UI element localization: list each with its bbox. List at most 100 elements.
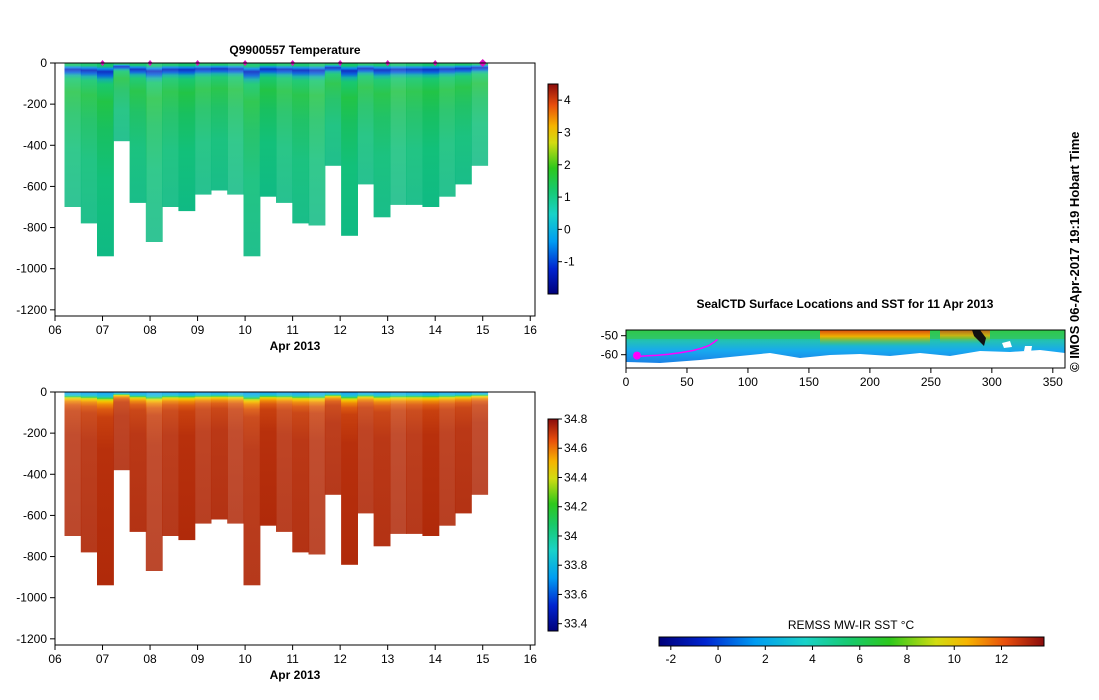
profile-cell (438, 63, 456, 197)
temperature-panel: Q9900557 Temperature 0 -200 -400 -600 -800 -1… (16, 43, 575, 353)
y-tick-label: -800 (23, 221, 47, 235)
colorbar-tick-label: 34 (564, 529, 578, 543)
profile-cell (97, 63, 114, 257)
colorbar-tick-label: 4 (809, 652, 816, 666)
profile-cell (438, 392, 456, 526)
profile-cell (113, 63, 131, 142)
profile-cell (292, 392, 310, 553)
colorbar-tick-label: 3 (564, 125, 571, 139)
x-tick-label: 11 (286, 652, 299, 666)
sst-colorbar-label: REMSS MW-IR SST °C (788, 618, 915, 632)
x-tick-label: 13 (381, 323, 395, 337)
temperature-plot-frame (54, 62, 536, 317)
y-tick-label: -600 (23, 179, 47, 193)
y-tick-label: -200 (23, 97, 47, 111)
temperature-title: Q9900557 Temperature (229, 43, 361, 57)
y-tick-label: -400 (23, 467, 47, 481)
profile-cell (129, 392, 147, 532)
x-tick-label: 100 (738, 375, 758, 389)
y-tick-label: -1000 (16, 262, 47, 276)
x-tick-label: 13 (381, 652, 395, 666)
colorbar-tick-label: 4 (564, 93, 571, 107)
x-tick-label: 08 (143, 652, 157, 666)
salinity-plot-frame (54, 391, 536, 646)
x-tick-label: 12 (333, 323, 347, 337)
profile-cell (129, 63, 147, 203)
profile-cell (471, 63, 489, 166)
colorbar-tick-label: -1 (564, 255, 575, 269)
x-tick-label: 150 (799, 375, 819, 389)
x-tick-label: 50 (680, 375, 694, 389)
profile-cell (276, 392, 293, 532)
profile-cell (406, 63, 423, 205)
sst-map-y-ticks: -50-60 (601, 329, 626, 362)
sst-map-frame (625, 329, 1066, 369)
y-tick-label: -600 (23, 508, 47, 522)
colorbar-tick-label: 34.6 (564, 441, 588, 455)
x-tick-label: 07 (96, 652, 110, 666)
colorbar-tick-label: 34.4 (564, 470, 588, 484)
x-tick-label: 350 (1043, 375, 1063, 389)
island (1024, 346, 1032, 352)
profile-cell (422, 63, 440, 207)
profile-cell (178, 63, 196, 212)
profile-cell (292, 63, 310, 224)
colorbar-tick-label: 2 (762, 652, 769, 666)
salinity-profiles (64, 392, 489, 586)
profile-cell (357, 63, 375, 185)
sst-map-x-ticks: 0 50 100 150 200 250 300 350 (623, 368, 1063, 389)
y-tick-label: -800 (23, 550, 47, 564)
profile-cell (324, 63, 342, 166)
profile-cell (227, 63, 245, 195)
profile-cell (308, 392, 326, 555)
profile-cell (64, 392, 82, 536)
temperature-colorbar-ticks: -1 0 1 2 3 4 (558, 93, 575, 269)
salinity-x-ticks: 06 07 08 09 10 11 12 13 14 15 16 (48, 645, 537, 666)
profile-cell (194, 392, 212, 524)
x-tick-label: 15 (476, 652, 490, 666)
profile-cell (259, 63, 277, 197)
profile-cell (243, 63, 261, 257)
profile-cell (162, 63, 179, 207)
colorbar-tick-label: -2 (665, 652, 676, 666)
x-tick-label: 16 (524, 323, 538, 337)
profile-cell (471, 392, 489, 495)
profile-cell (406, 392, 423, 534)
profile-cell (162, 392, 179, 536)
profile-cell (389, 63, 407, 205)
profile-cell (97, 392, 114, 586)
profile-cell (341, 63, 358, 236)
sst-field (626, 330, 1065, 368)
y-tick-label: 0 (40, 56, 47, 70)
profile-cell (113, 392, 131, 471)
profile-cell (454, 392, 472, 514)
profile-cell (373, 392, 391, 547)
island (1002, 341, 1012, 348)
profile-cell (227, 392, 245, 524)
x-tick-label: 09 (191, 652, 205, 666)
x-tick-label: 12 (333, 652, 347, 666)
y-tick-label: -1200 (16, 303, 47, 317)
y-tick-label: -50 (601, 329, 619, 343)
x-tick-label: 14 (429, 323, 443, 337)
profile-cell (308, 63, 326, 226)
profile-cell (341, 392, 358, 565)
x-tick-label: 07 (96, 323, 110, 337)
x-tick-label: 250 (921, 375, 941, 389)
colorbar-tick-label: 33.8 (564, 558, 588, 572)
x-tick-label: 0 (623, 375, 630, 389)
x-tick-label: 200 (860, 375, 880, 389)
colorbar-tick-label: 34.2 (564, 500, 588, 514)
profile-cell (80, 392, 98, 553)
profile-cell (145, 63, 163, 242)
profile-cell (276, 63, 293, 203)
colorbar-tick-label: 10 (948, 652, 962, 666)
profile-cell (373, 63, 391, 218)
x-tick-label: 10 (238, 323, 252, 337)
sst-colorbar-ticks: -2 0 2 4 6 8 10 12 (665, 646, 1008, 666)
profile-cell (389, 392, 407, 534)
temperature-x-ticks: 06 07 08 09 10 11 12 13 14 15 16 (48, 316, 537, 337)
x-tick-label: 15 (476, 323, 490, 337)
salinity-colorbar (547, 418, 559, 632)
profile-cell (145, 392, 163, 571)
